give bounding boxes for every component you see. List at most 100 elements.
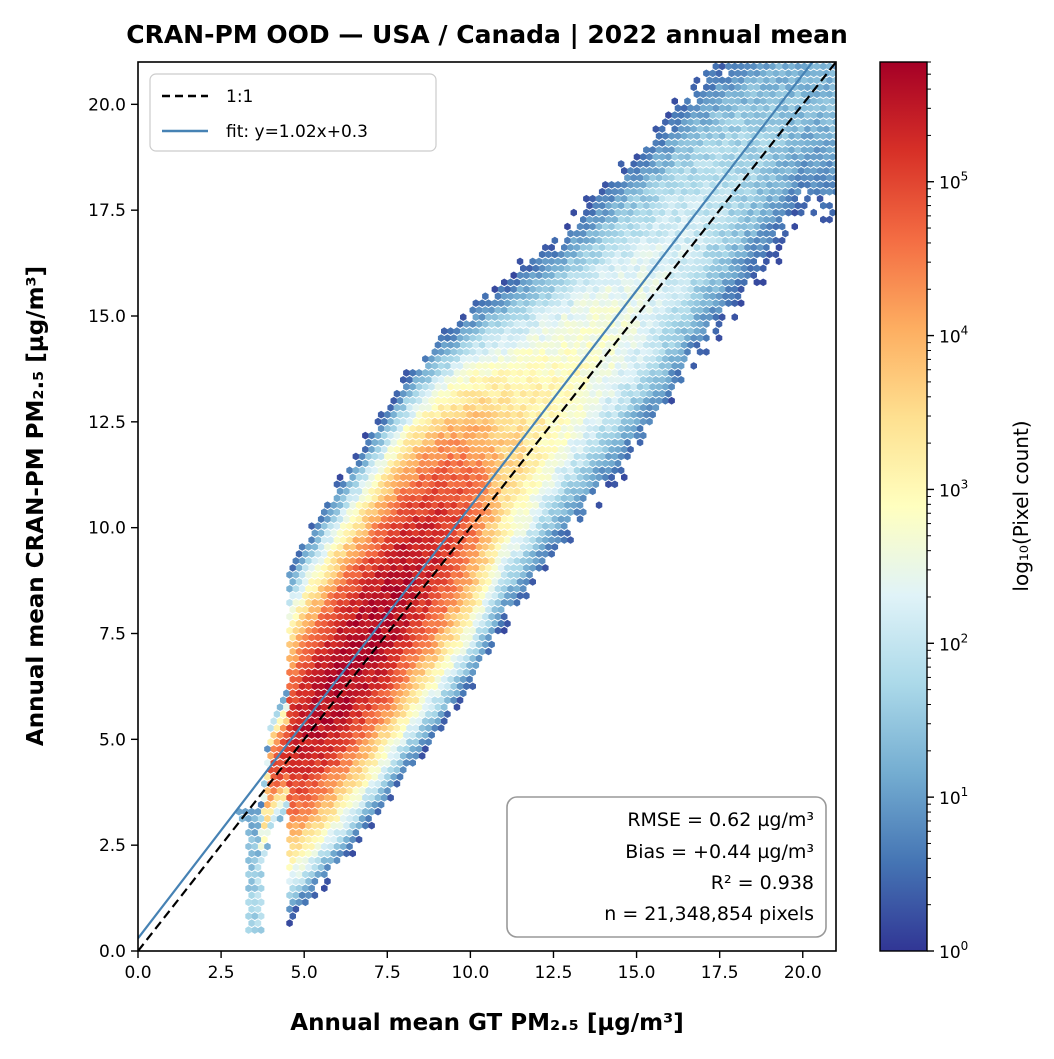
hexbin-cell [390, 717, 397, 725]
hexbin-cell [501, 473, 508, 482]
colorbar-label: log₁₀(Pixel count) [1009, 420, 1033, 591]
hexbin-cell [501, 571, 508, 579]
hexbin-cell [766, 222, 773, 231]
hexbin-cell [813, 187, 821, 196]
hexbin-cell [564, 292, 571, 301]
hexbin-cell [535, 466, 543, 475]
hexbin-cell [302, 828, 309, 837]
hexbin-cell [371, 522, 379, 530]
hexbin-cell [573, 480, 581, 489]
hexbin-cell [586, 271, 593, 280]
hexbin-cell [668, 257, 675, 266]
hexbin-cell [753, 208, 761, 217]
hexbin-cell [589, 362, 596, 370]
hexbin-cell [434, 508, 442, 516]
hexbin-cell [393, 389, 401, 398]
hexbin-cell [633, 431, 641, 440]
hexbin-cell [731, 313, 738, 321]
hexbin-cell [785, 167, 792, 175]
hexbin-cell [441, 578, 448, 586]
hexbin-cell [636, 160, 644, 168]
hexbin-cell [602, 473, 609, 482]
hexbin-cell [298, 668, 306, 677]
hexbin-cell [428, 731, 435, 739]
hexbin-cell [696, 292, 704, 301]
hexbin-cell [387, 612, 394, 621]
hexbin-cell [507, 598, 514, 607]
hexbin-cell [744, 62, 751, 71]
legend-entry-one-to-one: 1:1 [226, 87, 253, 107]
hexbin-cell [450, 348, 457, 356]
hexbin-cell [425, 571, 432, 579]
hexbin-cell [396, 494, 404, 503]
hexbin-cell [832, 76, 836, 85]
hexbin-cell [576, 473, 584, 482]
hexbin-cell [406, 376, 413, 384]
hexbin-cell [374, 417, 382, 426]
hexbin-cell [630, 160, 637, 168]
hexbin-cell [532, 403, 540, 412]
hexbin-cell [788, 160, 795, 168]
hexbin-cell [608, 250, 615, 259]
hexbin-cell [460, 689, 467, 698]
hexbin-cell [658, 362, 666, 370]
hexbin-cell [298, 891, 306, 900]
hexbin-cell [513, 529, 521, 537]
hexbin-cell [703, 111, 710, 119]
hexbin-cell [570, 431, 577, 440]
hexbin-cell [636, 383, 644, 391]
hexbin-cell [384, 745, 391, 753]
hexbin-cell [589, 250, 596, 259]
hexbin-cell [298, 571, 306, 579]
hexbin-cell [520, 362, 527, 370]
hexbin-cell [820, 215, 827, 224]
hexbin-cell [621, 194, 628, 203]
hexbin-cell [441, 369, 448, 377]
hexbin-cell [469, 612, 476, 621]
hexbin-cell [403, 508, 410, 516]
hexbin-cell [460, 494, 467, 503]
hexbin-cell [636, 229, 644, 238]
hexbin-cell [478, 341, 486, 349]
hexbin-cell [453, 522, 461, 530]
hexbin-cell [292, 821, 300, 830]
hexbin-cell [760, 222, 767, 231]
hexbin-cell [358, 536, 366, 544]
hexbin-cell [478, 647, 486, 656]
hexbin-cell [554, 424, 562, 433]
hexbin-cell [469, 557, 476, 565]
hexbin-cell [497, 355, 505, 363]
hexbin-cell [343, 724, 350, 732]
hexbin-cell [677, 208, 685, 217]
hexbin-cell [381, 529, 388, 537]
stats-r2: R² = 0.938 [711, 872, 814, 894]
hexbin-cell [308, 591, 315, 600]
hexbin-cell [605, 355, 612, 363]
hexbin-cell [390, 633, 397, 642]
hexbin-cell [358, 759, 366, 767]
hexbin-cell [485, 369, 492, 377]
hexbin-cell [311, 543, 319, 551]
hexbin-cell [434, 396, 442, 405]
hexbin-cell [763, 62, 770, 71]
hexbin-cell [523, 313, 530, 321]
hexbin-cell [791, 83, 798, 92]
hexbin-cell [633, 194, 641, 203]
y-tick-label: 7.5 [99, 625, 126, 645]
hexbin-cell [510, 438, 517, 447]
hexbin-cell [478, 480, 486, 489]
hexbin-cell [311, 612, 319, 621]
hexbin-cell [665, 320, 672, 328]
hexbin-cell [434, 341, 442, 349]
hexbin-cell [289, 647, 296, 656]
hexbin-cell [333, 508, 341, 516]
hexbin-cell [276, 759, 284, 767]
hexbin-cell [336, 710, 344, 718]
hexbin-cell [377, 745, 385, 753]
hexbin-cell [608, 208, 615, 217]
hexbin-cell [636, 424, 644, 433]
hexbin-cell [450, 557, 457, 565]
hexbin-cell [374, 738, 382, 746]
hexbin-cell [801, 201, 808, 210]
hexbin-cell [336, 780, 344, 788]
